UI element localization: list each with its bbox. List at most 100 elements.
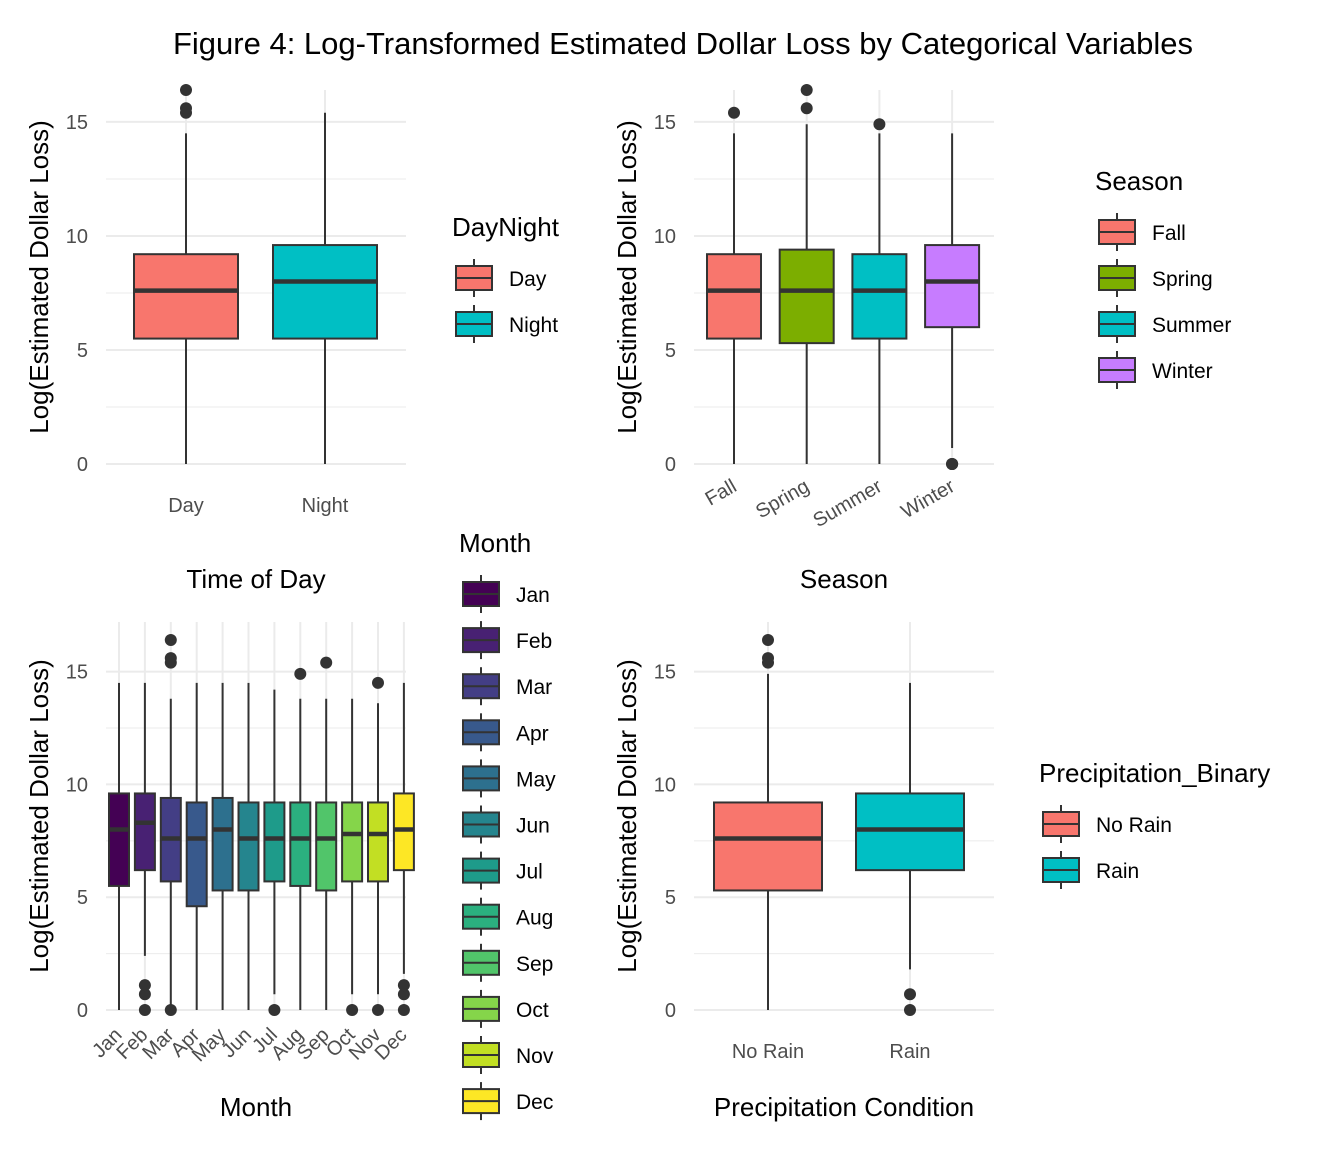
legend-item: Winter	[1098, 351, 1213, 389]
legend-title: Precipitation_Binary	[1039, 758, 1270, 788]
x-tick-label: Winter	[898, 475, 959, 523]
outlier-point	[138, 1004, 151, 1016]
outlier-point	[372, 1004, 384, 1016]
y-axis-title: Log(Estimated Dollar Loss)	[24, 120, 54, 434]
legend-item: Feb	[462, 621, 552, 660]
legend-label: Rain	[1096, 860, 1139, 883]
chart-panel: 0 5 10 15 No Rain Rain Precipitation Condition…	[612, 622, 1270, 1122]
box-iqr	[924, 244, 981, 329]
plots-area: 0 5 10 15 Day Night Time of Day Log(Estimated D…	[24, 84, 1270, 1122]
outlier-point	[268, 1004, 281, 1016]
legend-item: Nov	[462, 1036, 554, 1074]
box-iqr	[185, 801, 208, 908]
legend: Precipitation_Binary No Rain Rain	[1039, 758, 1270, 889]
y-tick-label: 0	[77, 1000, 88, 1022]
x-tick-label: Spring	[752, 475, 813, 523]
legend-label: Night	[509, 314, 558, 337]
legend-label: Jan	[516, 584, 550, 607]
x-axis-title: Time of Day	[186, 564, 325, 594]
box-iqr	[315, 801, 338, 892]
outlier-point	[180, 84, 192, 96]
legend-item: Rain	[1042, 851, 1139, 889]
outlier-point	[372, 676, 384, 689]
chart-panel: 0 5 10 15 Jan Feb Mar Apr May Jun Jul Aug Sep Oct Nov D…	[24, 528, 556, 1122]
outlier-point	[397, 1004, 410, 1016]
legend-label: Sep	[516, 953, 553, 976]
x-tick-label: Night	[302, 495, 349, 517]
y-tick-label: 15	[654, 112, 676, 134]
box-no-rain	[713, 634, 823, 1010]
legend: Month Jan Feb Mar Apr May Jun Jul Aug Sep Oct Nov De…	[459, 528, 556, 1121]
outlier-point	[180, 102, 192, 115]
legend-label: Nov	[516, 1045, 554, 1068]
box-iqr	[367, 801, 389, 883]
outlier-point	[138, 988, 151, 1001]
box-iqr	[289, 801, 312, 887]
x-tick-label: Day	[168, 495, 204, 517]
y-tick-label: 10	[654, 774, 676, 796]
outlier-point	[164, 634, 177, 647]
box-may	[211, 682, 234, 1010]
legend: Season Fall Spring Summer Winter	[1095, 166, 1231, 389]
box-apr	[185, 682, 208, 1010]
legend-item: Summer	[1098, 305, 1231, 343]
y-tick-label: 0	[665, 1000, 676, 1022]
y-tick-label: 5	[665, 340, 676, 362]
outlier-point	[800, 102, 813, 115]
y-tick-label: 5	[77, 340, 88, 362]
legend-item: Sep	[462, 943, 553, 982]
y-tick-label: 10	[66, 774, 88, 796]
outlier-point	[320, 656, 333, 669]
y-axis-title: Log(Estimated Dollar Loss)	[24, 659, 54, 973]
box-iqr	[855, 792, 965, 872]
box-jan	[108, 682, 130, 1010]
y-tick-label: 15	[66, 112, 88, 134]
legend-label: No Rain	[1096, 814, 1172, 837]
box-mar	[159, 634, 182, 1016]
legend-item: Apr	[462, 713, 549, 752]
legend-item: Day	[455, 259, 547, 297]
box-nov	[367, 676, 389, 1016]
box-fall	[706, 106, 762, 464]
box-jul	[263, 689, 286, 1016]
box-dec	[392, 682, 415, 1016]
y-tick-label: 15	[654, 662, 676, 684]
legend-item: Aug	[462, 897, 553, 936]
box-jun	[237, 682, 260, 1010]
box-iqr	[713, 801, 823, 892]
box-iqr	[237, 801, 260, 892]
y-tick-label: 0	[665, 454, 676, 476]
legend-item: Spring	[1098, 259, 1213, 297]
legend-label: Oct	[516, 999, 549, 1022]
legend-label: Summer	[1152, 314, 1231, 337]
box-night	[272, 112, 378, 464]
outlier-point	[873, 118, 886, 131]
box-winter	[924, 133, 981, 470]
legend-label: Jun	[516, 815, 550, 838]
box-iqr	[108, 792, 130, 887]
y-tick-label: 5	[665, 887, 676, 909]
legend-item: Oct	[462, 989, 549, 1028]
outlier-point	[164, 652, 177, 665]
box-iqr	[341, 801, 364, 883]
legend-item: Mar	[462, 667, 552, 706]
legend-label: Apr	[516, 722, 549, 745]
x-tick-label: No Rain	[732, 1041, 804, 1063]
legend-label: Feb	[516, 630, 552, 653]
legend-label: Fall	[1152, 222, 1186, 245]
outlier-point	[762, 652, 774, 665]
x-axis-title: Month	[220, 1092, 292, 1122]
box-iqr	[211, 796, 234, 892]
y-axis-title: Log(Estimated Dollar Loss)	[612, 659, 642, 973]
outlier-point	[397, 979, 410, 992]
outlier-point	[762, 634, 774, 647]
legend-label: Jul	[516, 861, 543, 884]
box-spring	[778, 84, 835, 464]
legend-label: Day	[509, 268, 547, 291]
x-tick-label: Summer	[809, 475, 886, 532]
legend-label: Winter	[1152, 360, 1213, 383]
